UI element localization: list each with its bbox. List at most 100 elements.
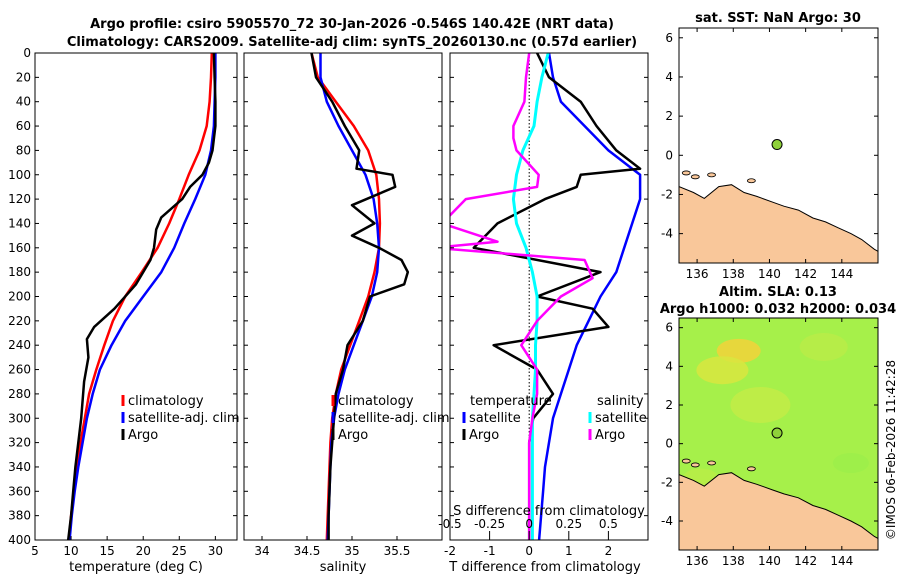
y-tick-label: 320 — [8, 436, 31, 450]
sal-diff-argo-line — [450, 53, 594, 540]
land-new-guinea — [679, 184, 878, 263]
y-tick-label: 6 — [665, 321, 673, 335]
y-tick-label: -2 — [661, 187, 673, 201]
legend-temp-satellite-label: satellite — [469, 411, 521, 426]
credit-text: ©IMOS 06-Feb-2026 11:42:28 — [884, 360, 898, 540]
sla-anomaly-patch — [696, 356, 749, 385]
sst-map-panel: 136 138 140 142 144 6 4 2 0 -2 -4 sat. SST: NaN Arg… — [661, 11, 879, 281]
legend-sal-argo-label: Argo — [595, 428, 625, 443]
x-tick-label: -1 — [484, 544, 496, 558]
difference-series — [450, 53, 642, 540]
island — [690, 462, 700, 468]
temperature-panel: 0 20 40 60 80 100 120 140 160 180 200 220 240 260 280 3… — [8, 46, 240, 575]
x-axis-label: temperature (deg C) — [69, 560, 203, 575]
legend-temperature-heading: temperature — [470, 394, 552, 409]
x-tick-label: 138 — [722, 554, 745, 568]
y-tick-label: 0 — [665, 148, 673, 162]
island — [746, 466, 756, 472]
legend-sal-satellite-label: satellite — [595, 411, 647, 426]
x-tick-label: 15 — [100, 544, 115, 558]
map-content — [679, 318, 878, 550]
island — [681, 458, 691, 464]
y-tick-label: 200 — [8, 290, 31, 304]
y-tick-label: 80 — [16, 143, 31, 157]
x-tick-label: 140 — [758, 267, 781, 281]
salinity-panel: 34 34.5 35 35.5 salinity climatology satellite… — [243, 52, 450, 575]
x-tick-label: 34.5 — [294, 544, 321, 558]
temperature-line-1 — [68, 53, 217, 541]
sla-anomaly-patch — [730, 387, 791, 423]
legend-climatology-label: climatology — [338, 394, 414, 409]
x-axis-label: salinity — [320, 560, 367, 575]
axes-frame — [678, 27, 879, 264]
figure-title-line1: Argo profile: csiro 5905570_72 30-Jan-20… — [90, 17, 614, 32]
y-tick-label: 240 — [8, 338, 31, 352]
y-tick-label: 260 — [8, 363, 31, 377]
island — [746, 178, 756, 184]
y-tick-label: 180 — [8, 265, 31, 279]
y-tick-label: 120 — [8, 192, 31, 206]
y-tick-label: 2 — [665, 398, 673, 412]
island — [681, 170, 691, 176]
x-tick-label: 136 — [686, 554, 709, 568]
s-tick-label: -0.5 — [438, 517, 461, 531]
x-tick-label: 142 — [794, 554, 817, 568]
y-tick-label: -4 — [661, 227, 673, 241]
map-content — [679, 28, 878, 263]
legend-satellite-label: satellite-adj. clim — [128, 411, 240, 426]
sla-map-panel: 136 138 140 142 144 6 4 2 0 -2 -4 Altim. SLA: 0.13 A… — [660, 285, 896, 568]
sal-diff-satellite-line — [511, 53, 550, 540]
y-tick-label: 280 — [8, 387, 31, 401]
x-tick-label: 144 — [830, 267, 853, 281]
argo-position-marker — [771, 427, 783, 439]
s-tick-label: 0.5 — [599, 517, 618, 531]
s-axis-label: S difference from climatology — [453, 504, 645, 519]
x-tick-label: 10 — [63, 544, 78, 558]
sla-anomaly-patch — [832, 453, 869, 473]
plot-area — [244, 53, 442, 540]
x-tick-label: -2 — [444, 544, 456, 558]
y-tick-label: 40 — [16, 95, 31, 109]
y-tick-label: -2 — [661, 475, 673, 489]
y-tick-label: 300 — [8, 411, 31, 425]
temperature-line-2 — [66, 52, 217, 541]
y-tick-label: 2 — [665, 109, 673, 123]
y-tick-label: 400 — [8, 533, 31, 547]
x-tick-label: 25 — [172, 544, 187, 558]
y-tick-label: 4 — [665, 70, 673, 84]
y-tick-label: -4 — [661, 514, 673, 528]
x-tick-label: 2 — [605, 544, 613, 558]
y-tick-label: 0 — [665, 437, 673, 451]
x-tick-label: 144 — [830, 554, 853, 568]
figure-title-line2: Climatology: CARS2009. Satellite-adj cli… — [67, 35, 637, 50]
x-tick-label: 30 — [208, 544, 223, 558]
x-tick-label: 140 — [758, 554, 781, 568]
x-axis-label: T difference from climatology — [448, 560, 641, 575]
x-tick-label: 0 — [525, 544, 533, 558]
sst-map-title: sat. SST: NaN Argo: 30 — [695, 11, 861, 26]
land-new-guinea — [679, 472, 878, 550]
x-tick-label: 35 — [344, 544, 359, 558]
sla-anomaly-patch — [799, 333, 848, 361]
plot-area — [450, 53, 648, 540]
sla-map-title: Altim. SLA: 0.13 — [719, 285, 837, 300]
y-tick-label: 340 — [8, 460, 31, 474]
difference-panel: -2 -1 0 1 2 T difference from climatology -0.5… — [438, 52, 649, 575]
x-tick-label: 142 — [794, 267, 817, 281]
legend-climatology-label: climatology — [128, 394, 204, 409]
x-tick-label: 20 — [136, 544, 151, 558]
y-tick-label: 100 — [8, 168, 31, 182]
island — [690, 174, 700, 180]
s-tick-label: -0.25 — [474, 517, 505, 531]
y-tick-label: 0 — [23, 46, 31, 60]
y-tick-label: 160 — [8, 241, 31, 255]
y-tick-label: 220 — [8, 314, 31, 328]
legend-argo-label: Argo — [128, 428, 158, 443]
y-tick-label: 380 — [8, 509, 31, 523]
s-tick-label: 0 — [525, 517, 533, 531]
legend-argo-label: Argo — [338, 428, 368, 443]
argo-position-marker — [771, 139, 783, 151]
x-tick-label: 35.5 — [384, 544, 411, 558]
y-tick-label: 360 — [8, 484, 31, 498]
